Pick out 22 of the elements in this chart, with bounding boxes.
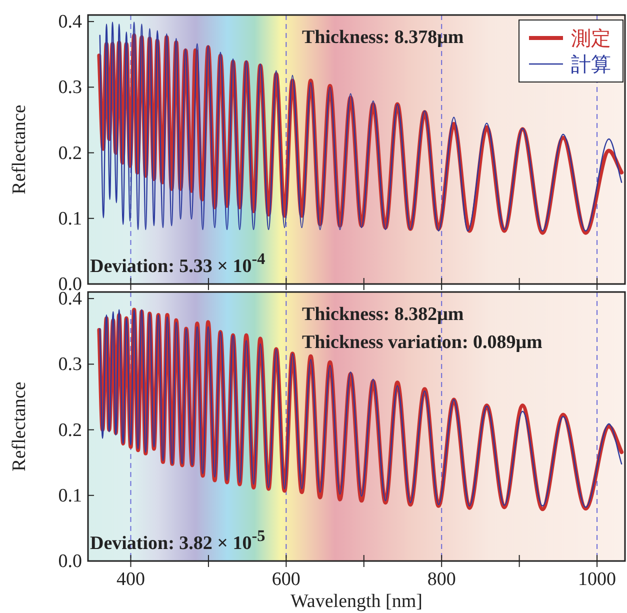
y-tick-label: 0.1	[58, 208, 82, 230]
x-tick-label: 400	[116, 569, 145, 590]
y-tick-label: 0.2	[58, 142, 82, 164]
legend-label: 測定	[571, 26, 611, 50]
y-axis-title: Reflectance	[9, 382, 30, 472]
annotation: Deviation: 5.33 × 10$^{-4}$	[90, 250, 266, 277]
x-axis-title: Wavelength [nm]	[290, 591, 422, 612]
y-axis-title: Reflectance	[9, 104, 30, 194]
y-tick-label: 0.1	[58, 485, 82, 506]
annotation: Thickness variation: 0.089μm	[302, 332, 543, 353]
x-tick-label: 1000	[578, 569, 616, 590]
x-tick-label: 800	[427, 569, 456, 590]
y-tick-label: 0.2	[58, 420, 82, 441]
legend-label: 計算	[571, 52, 611, 76]
annotation: Deviation: 3.82 × 10$^{-5}$	[90, 528, 266, 554]
annotation: Thickness: 8.378μm	[302, 27, 464, 48]
y-tick-label: 0.0	[58, 551, 82, 572]
y-tick-label: 0.4	[58, 12, 82, 33]
y-tick-label: 0.3	[58, 354, 82, 376]
x-tick-label: 600	[272, 569, 300, 590]
annotation: Thickness: 8.382μm	[302, 304, 464, 325]
y-tick-label: 0.3	[58, 77, 82, 98]
